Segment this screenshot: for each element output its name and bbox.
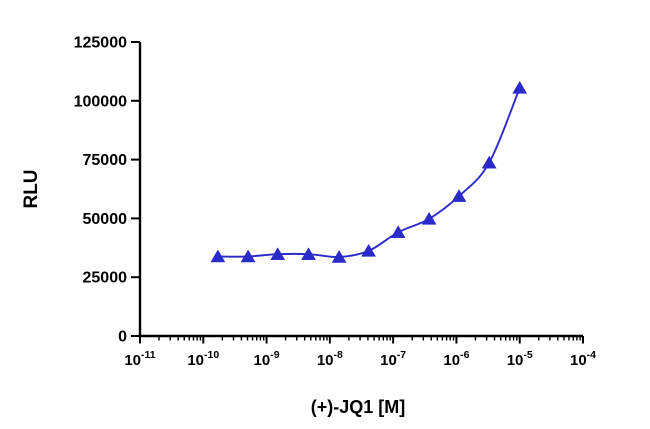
y-tick-label: 100000 bbox=[74, 93, 127, 110]
data-point-marker bbox=[331, 250, 347, 263]
data-point-marker bbox=[361, 243, 377, 257]
data-point-marker bbox=[390, 225, 406, 239]
x-tick-label: 10-5 bbox=[507, 349, 533, 369]
data-point-marker bbox=[451, 189, 467, 202]
y-tick-label: 50000 bbox=[83, 211, 128, 228]
axes-group: 0 25000 50000 75000 100000 125000 10-11 10-10 10… bbox=[74, 35, 597, 370]
x-tick-label: 10-9 bbox=[254, 349, 280, 369]
data-point-marker bbox=[270, 247, 286, 260]
y-tick-label: 0 bbox=[118, 329, 127, 346]
data-point-marker bbox=[421, 211, 437, 225]
x-tick-label: 10-4 bbox=[570, 349, 596, 369]
fit-curve bbox=[217, 87, 521, 258]
data-point-marker bbox=[210, 249, 226, 263]
y-axis-title: RLU bbox=[21, 169, 42, 208]
y-tick-label: 75000 bbox=[83, 152, 128, 169]
x-tick-label: 10-6 bbox=[443, 349, 469, 369]
x-tick-label: 10-10 bbox=[187, 349, 219, 369]
y-tick-label: 125000 bbox=[74, 35, 127, 52]
data-point-marker bbox=[301, 247, 316, 260]
series-group bbox=[210, 80, 528, 263]
data-point-marker bbox=[240, 249, 256, 263]
x-tick-label: 10-8 bbox=[317, 349, 343, 369]
data-point-marker bbox=[481, 155, 497, 169]
x-tick-label: 10-11 bbox=[124, 349, 155, 369]
x-axis-title: (+)-JQ1 [M] bbox=[311, 397, 406, 417]
y-tick-label: 25000 bbox=[83, 270, 128, 287]
x-tick-label: 10-7 bbox=[380, 349, 406, 369]
data-point-marker bbox=[512, 80, 528, 94]
